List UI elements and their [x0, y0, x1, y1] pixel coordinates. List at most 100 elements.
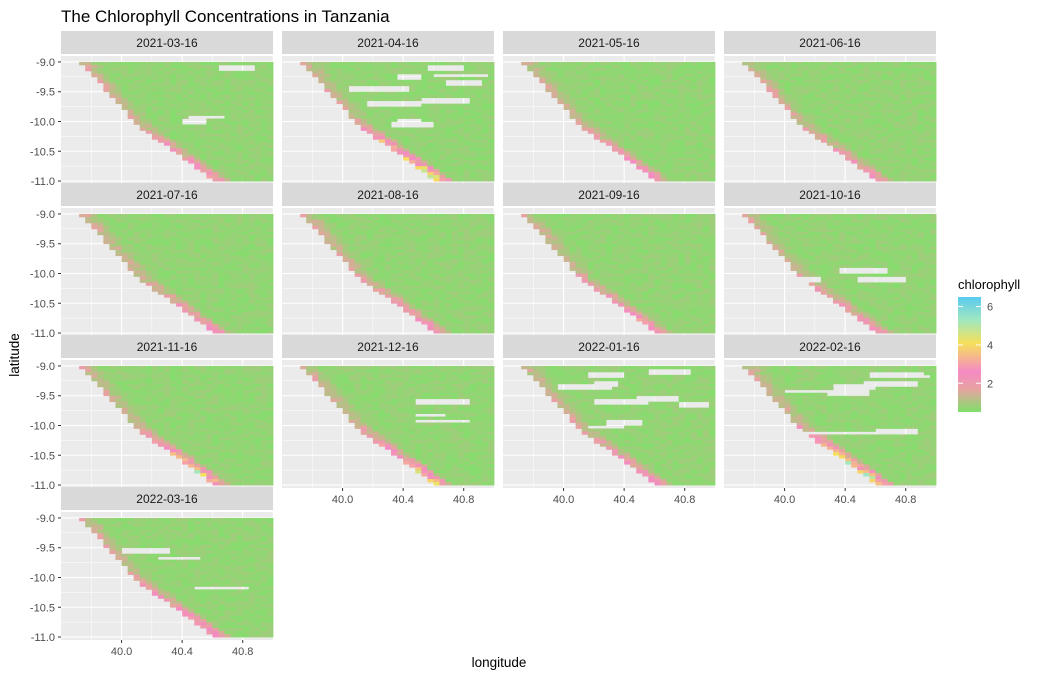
heatmap-cell — [857, 139, 864, 143]
heatmap-cell — [696, 169, 704, 173]
heatmap-cell — [612, 82, 619, 87]
heatmap-cell — [194, 85, 201, 90]
heatmap-cell — [212, 121, 219, 125]
heatmap-cell — [427, 163, 434, 167]
heatmap-cell — [863, 94, 870, 99]
heatmap-cell — [451, 273, 459, 277]
heatmap-cell — [487, 166, 495, 170]
heatmap-cell — [587, 85, 595, 90]
heatmap-cell — [145, 279, 153, 283]
heatmap-cell — [260, 300, 268, 304]
heatmap-cell — [254, 279, 262, 283]
heatmap-cell — [845, 64, 852, 69]
heatmap-cell — [618, 79, 625, 84]
heatmap-cell — [672, 73, 680, 78]
heatmap-cell — [481, 234, 489, 239]
heatmap-cell — [415, 148, 422, 152]
heatmap-cell — [702, 70, 710, 75]
heatmap-cell — [200, 261, 207, 265]
heatmap-cell — [648, 85, 655, 90]
heatmap-cell — [475, 148, 483, 152]
heatmap-cell — [469, 118, 477, 122]
heatmap-cell — [881, 100, 888, 105]
heatmap-cell — [672, 100, 680, 105]
heatmap-cell — [266, 228, 274, 233]
heatmap-cell — [624, 100, 631, 105]
heatmap-cell — [151, 106, 159, 110]
heatmap-cell — [403, 70, 410, 75]
heatmap-cell — [814, 67, 822, 72]
heatmap-cell — [170, 225, 177, 230]
heatmap-cell — [218, 330, 225, 334]
heatmap-cell — [929, 118, 937, 122]
heatmap-cell — [833, 124, 840, 128]
heatmap-cell — [469, 115, 477, 119]
heatmap-cell — [863, 106, 870, 110]
heatmap-cell — [487, 267, 495, 271]
heatmap-cell — [599, 76, 607, 81]
heatmap-cell — [409, 270, 416, 274]
heatmap-cell — [163, 142, 171, 146]
heatmap-cell — [391, 225, 398, 230]
heatmap-cell — [366, 97, 374, 102]
heatmap-cell — [696, 88, 704, 93]
heatmap-cell — [242, 252, 250, 257]
heatmap-cell — [845, 148, 852, 152]
heatmap-cell — [218, 270, 225, 274]
heatmap-cell — [911, 70, 919, 75]
heatmap-cell — [348, 216, 356, 221]
heatmap-cell — [260, 136, 268, 140]
heatmap-cell — [545, 85, 552, 90]
heatmap-cell — [236, 309, 244, 313]
heatmap-cell — [312, 67, 319, 72]
heatmap-cell — [151, 288, 159, 292]
heatmap-cell — [929, 124, 937, 128]
heatmap-cell — [457, 148, 465, 152]
heatmap-cell — [648, 112, 655, 116]
heatmap-cell — [481, 118, 489, 122]
heatmap-cell — [182, 240, 189, 245]
heatmap-cell — [899, 133, 907, 137]
heatmap-cell — [760, 76, 767, 81]
heatmap-cell — [354, 273, 362, 277]
heatmap-cell — [551, 70, 558, 75]
heatmap-cell — [206, 309, 213, 313]
heatmap-cell — [212, 160, 219, 164]
heatmap-cell — [642, 148, 649, 152]
heatmap-cell — [648, 151, 655, 155]
heatmap-cell — [648, 157, 655, 161]
heatmap-cell — [236, 169, 244, 173]
heatmap-cell — [336, 85, 343, 90]
heatmap-cell — [463, 237, 471, 242]
heatmap-cell — [342, 91, 350, 96]
heatmap-cell — [348, 252, 356, 257]
heatmap-cell — [475, 178, 483, 182]
heatmap-cell — [457, 127, 465, 131]
heatmap-cell — [200, 249, 207, 254]
heatmap-cell — [539, 73, 546, 78]
heatmap-cell — [194, 267, 201, 271]
heatmap-cell — [427, 139, 434, 143]
heatmap-cell — [845, 133, 852, 137]
heatmap-cell — [869, 166, 876, 170]
heatmap-cell — [826, 139, 834, 143]
heatmap-cell — [887, 64, 894, 69]
heatmap-cell — [242, 246, 250, 251]
heatmap-cell — [127, 91, 135, 96]
heatmap-cell — [115, 219, 122, 224]
heatmap-cell — [212, 139, 219, 143]
heatmap-cell — [427, 252, 434, 257]
heatmap-cell — [218, 282, 225, 286]
heatmap-cell — [899, 88, 907, 93]
heatmap-cell — [372, 133, 380, 137]
heatmap-cell — [354, 112, 362, 116]
heatmap-cell — [869, 85, 876, 90]
heatmap-cell — [372, 267, 380, 271]
heatmap-cell — [230, 178, 238, 182]
heatmap-cell — [163, 264, 171, 268]
heatmap-cell — [660, 97, 667, 102]
heatmap-cell — [660, 70, 667, 75]
heatmap-cell — [133, 73, 141, 78]
heatmap-cell — [630, 67, 637, 72]
heatmap-cell — [384, 82, 392, 87]
